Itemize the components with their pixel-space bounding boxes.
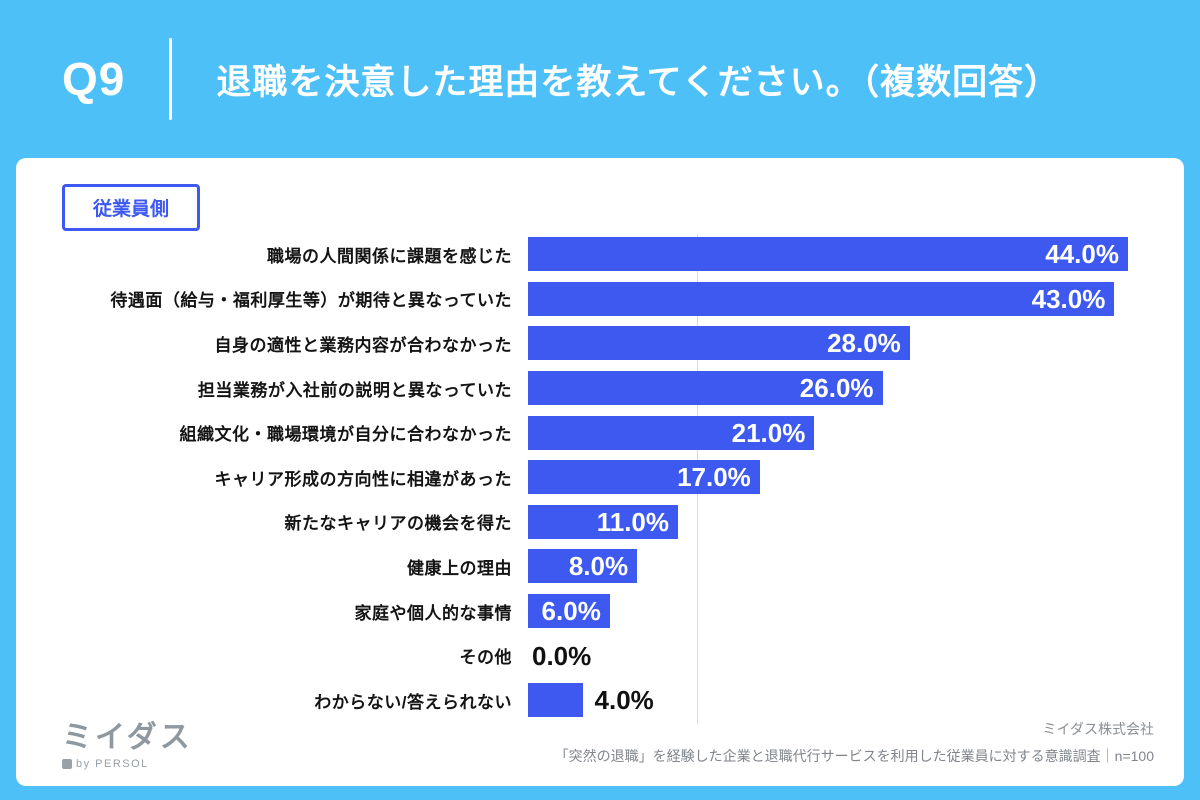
chart-row: キャリア形成の方向性に相違があった 17.0%: [16, 455, 1184, 500]
bar: 8.0%: [528, 549, 638, 584]
bar: 21.0%: [528, 415, 815, 450]
bar: 28.0%: [528, 326, 910, 361]
respondent-badge: 従業員側: [62, 184, 201, 231]
category-label: その他: [459, 648, 512, 668]
bar: [528, 683, 583, 718]
header-divider: [169, 38, 173, 120]
bar: 43.0%: [528, 281, 1115, 316]
category-label: 担当業務が入社前の説明と異なっていた: [197, 380, 512, 400]
header: Q9 退職を決意した理由を教えてください。（複数回答）: [62, 38, 1170, 120]
bar-area: 17.0%: [528, 460, 1158, 495]
bar-area: 43.0%: [528, 281, 1158, 316]
bar: 17.0%: [528, 460, 760, 495]
chart-row: 担当業務が入社前の説明と異なっていた 26.0%: [16, 366, 1184, 411]
value-label: 43.0%: [1031, 283, 1106, 314]
category-label: 組織文化・職場環境が自分に合わなかった: [179, 425, 512, 445]
value-label: 26.0%: [799, 373, 874, 404]
value-label: 17.0%: [677, 462, 751, 493]
chart-row: 待遇面（給与・福利厚生等）が期待と異なっていた 43.0%: [16, 277, 1184, 322]
chart-row: 自身の適性と業務内容が合わなかった 28.0%: [16, 321, 1184, 366]
bar-area: 6.0%: [528, 594, 1158, 629]
chart-row: 職場の人間関係に課題を感じた 44.0%: [16, 232, 1184, 277]
chart-row: わからない/答えられない 4.0%: [16, 678, 1184, 723]
bar-area: 28.0%: [528, 326, 1158, 361]
bar-area: 44.0%: [528, 237, 1158, 272]
persol-logo-icon: [62, 759, 72, 769]
bar: 26.0%: [528, 371, 883, 406]
category-label: 職場の人間関係に課題を感じた: [267, 246, 512, 266]
chart-row: 健康上の理由 8.0%: [16, 544, 1184, 589]
bar-area: 11.0%: [528, 504, 1158, 539]
source-note: ミイダス株式会社 「突然の退職」を経験した企業と退職代行サービスを利用した従業員…: [555, 719, 1154, 766]
survey-caption: 「突然の退職」を経験した企業と退職代行サービスを利用した従業員に対する意識調査｜…: [554, 748, 1154, 764]
bar-area: 21.0%: [528, 415, 1158, 450]
bar-area: 4.0%: [528, 683, 1158, 718]
bar-area: 8.0%: [528, 549, 1158, 584]
category-label: 健康上の理由: [407, 558, 512, 578]
bar: 11.0%: [528, 504, 678, 539]
bar-area: 0.0%: [528, 639, 1158, 673]
miidas-logo-text: ミイダス: [62, 721, 193, 754]
value-label: 8.0%: [568, 551, 629, 582]
company-name: ミイダス株式会社: [1042, 721, 1154, 737]
value-label: 0.0%: [532, 640, 592, 671]
bar-chart: 職場の人間関係に課題を感じた 44.0% 待遇面（給与・福利厚生等）が期待と異なって…: [16, 232, 1184, 726]
category-label: わからない/答えられない: [314, 692, 512, 712]
chart-row: 組織文化・職場環境が自分に合わなかった 21.0%: [16, 410, 1184, 455]
page-title: 退職を決意した理由を教えてください。（複数回答）: [216, 62, 1061, 102]
value-label: 11.0%: [596, 506, 669, 537]
value-label: 6.0%: [541, 596, 601, 627]
chart-row: その他 0.0%: [16, 633, 1184, 678]
category-label: 待遇面（給与・福利厚生等）が期待と異なっていた: [110, 291, 512, 311]
chart-row: 新たなキャリアの機会を得た 11.0%: [16, 500, 1184, 545]
value-label: 44.0%: [1045, 239, 1119, 270]
chart-row: 家庭や個人的な事情 6.0%: [16, 589, 1184, 634]
persol-byline-text: by PERSOL: [76, 758, 149, 770]
question-number: Q9: [62, 53, 126, 105]
bar: 44.0%: [528, 237, 1128, 272]
category-label: 家庭や個人的な事情: [354, 603, 512, 623]
category-label: 自身の適性と業務内容が合わなかった: [214, 335, 512, 355]
bar-area: 26.0%: [528, 371, 1158, 406]
category-label: 新たなキャリアの機会を得た: [284, 514, 512, 534]
chart-card: 従業員側 職場の人間関係に課題を感じた 44.0% 待遇面（給与・福利厚生等）が期待…: [16, 158, 1184, 786]
chart-rows: 職場の人間関係に課題を感じた 44.0% 待遇面（給与・福利厚生等）が期待と異なって…: [16, 232, 1184, 723]
bar: 6.0%: [528, 594, 610, 629]
persol-byline: by PERSOL: [62, 758, 193, 770]
miidas-logo: ミイダス by PERSOL: [62, 712, 193, 770]
category-label: キャリア形成の方向性に相違があった: [214, 469, 512, 489]
value-label: 4.0%: [594, 685, 654, 716]
value-label: 21.0%: [731, 417, 806, 448]
value-label: 28.0%: [827, 328, 901, 359]
